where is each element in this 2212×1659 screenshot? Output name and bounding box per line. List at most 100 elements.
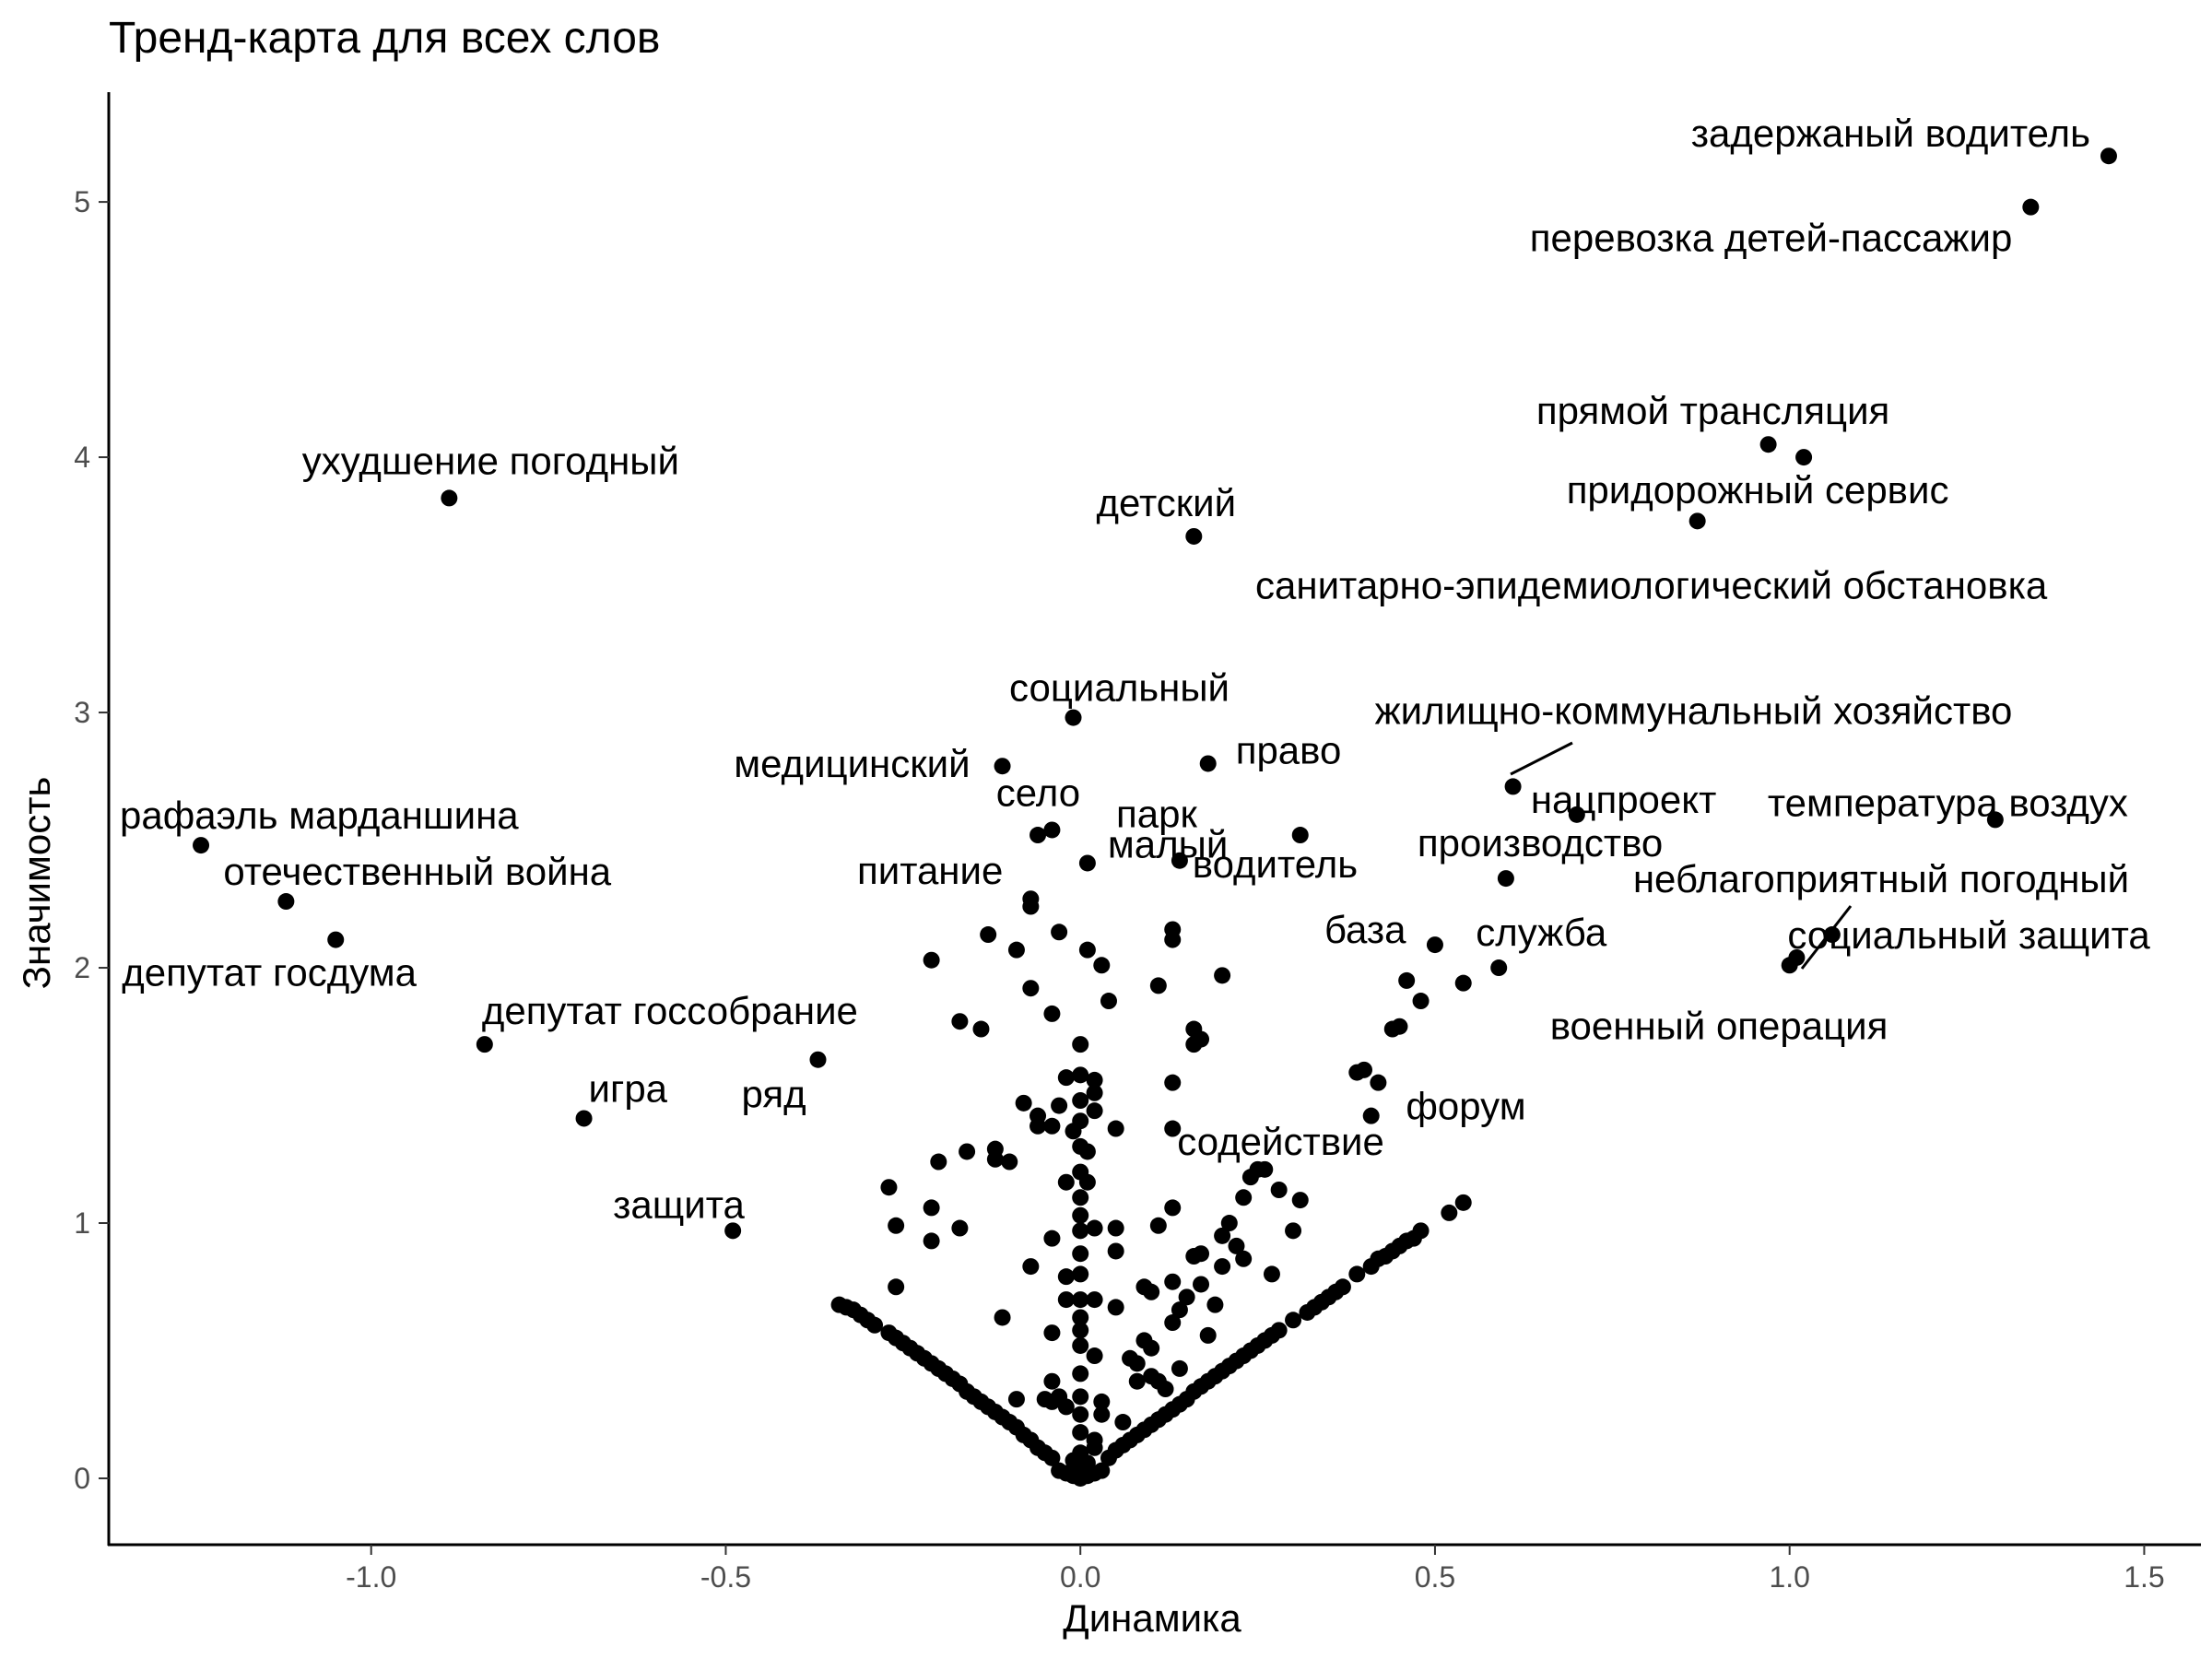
x-tick-label: 1.5 — [2124, 1560, 2164, 1594]
data-point — [1164, 1120, 1182, 1137]
data-point — [1291, 1192, 1309, 1209]
labeled-data-point — [1256, 1160, 1274, 1178]
data-point — [888, 1217, 905, 1234]
x-axis-label: Динамика — [1063, 1596, 1241, 1640]
data-point — [1093, 1393, 1111, 1410]
y-tick-label: 3 — [74, 696, 90, 729]
data-point — [1086, 1084, 1103, 1101]
data-point — [1072, 1291, 1089, 1309]
data-point — [1107, 1299, 1124, 1316]
data-point — [1072, 1388, 1089, 1406]
data-point — [1072, 1036, 1089, 1053]
point-label: перевозка детей-пассажир — [1530, 217, 2013, 260]
data-point — [1051, 1097, 1068, 1114]
point-label: нацпроект — [1531, 778, 1717, 821]
data-point — [1214, 1258, 1231, 1276]
data-point — [951, 1013, 969, 1030]
y-tick-label: 0 — [74, 1462, 90, 1495]
data-point — [1051, 924, 1068, 941]
data-point — [1107, 1219, 1124, 1237]
labeled-data-point — [1065, 709, 1082, 726]
data-point — [959, 1143, 976, 1160]
data-point — [986, 1150, 1004, 1168]
data-point — [1030, 827, 1047, 844]
labeled-data-point — [1759, 436, 1777, 453]
data-point — [972, 1020, 990, 1038]
data-point — [1164, 931, 1182, 948]
data-point — [1086, 1102, 1103, 1120]
point-label: санитарно-эпидемиологический обстановка — [1255, 563, 2048, 606]
labeled-data-point — [1185, 527, 1203, 545]
data-point — [1164, 1314, 1182, 1332]
point-label: право — [1236, 728, 1342, 771]
data-points — [193, 147, 2117, 1487]
data-point — [1043, 1230, 1061, 1247]
data-point — [1164, 1074, 1182, 1091]
data-point — [1093, 1462, 1111, 1479]
data-point — [1193, 1030, 1210, 1048]
labeled-data-point — [441, 489, 458, 507]
data-point — [1206, 1296, 1224, 1313]
data-point — [923, 951, 940, 969]
data-point — [1171, 1359, 1188, 1377]
data-point — [1072, 1309, 1089, 1326]
point-label: форум — [1406, 1085, 1525, 1128]
leader-line — [1510, 741, 1573, 776]
point-label: водитель — [1193, 842, 1358, 886]
data-point — [1235, 1189, 1253, 1206]
data-point — [1199, 1326, 1217, 1344]
data-point — [1285, 1312, 1302, 1329]
labeled-data-point — [1504, 778, 1522, 795]
labeled-data-point — [2100, 147, 2117, 165]
point-label: село — [996, 771, 1080, 814]
data-point — [1078, 1173, 1096, 1191]
data-point — [1007, 941, 1025, 959]
point-labels: задержаный водитель перевозка детей-пасса… — [120, 112, 2150, 1226]
data-point — [1072, 1322, 1089, 1339]
data-point — [1072, 1206, 1089, 1224]
point-label: детский — [1097, 481, 1237, 524]
labeled-data-point — [476, 1036, 493, 1053]
data-point — [1348, 1265, 1366, 1283]
data-point — [1143, 1339, 1160, 1357]
data-point — [1171, 1301, 1188, 1319]
point-label: питание — [857, 849, 1003, 892]
data-point — [1228, 1237, 1245, 1254]
point-label: ухудшение погодный — [302, 439, 679, 482]
data-point — [1057, 1291, 1075, 1309]
data-point — [1235, 1250, 1253, 1267]
data-point — [1057, 1173, 1075, 1191]
point-label: социальный защита — [1787, 913, 2150, 957]
labeled-data-point — [1781, 957, 1798, 974]
data-point — [1007, 1391, 1025, 1408]
chart-title: Тренд-карта для всех слов — [109, 14, 661, 63]
data-point — [1072, 1265, 1089, 1283]
data-point — [1065, 1123, 1082, 1140]
labeled-data-point — [1568, 806, 1585, 823]
point-label: социальный — [1009, 666, 1230, 710]
data-point — [1270, 1322, 1288, 1339]
data-point — [1086, 1291, 1103, 1309]
axes: -1.0 -0.5 0.0 0.5 1.0 1.5 0 1 2 3 4 5 — [74, 92, 2201, 1594]
data-point — [1086, 1219, 1103, 1237]
data-point — [1043, 1324, 1061, 1342]
labeled-data-point — [994, 758, 1011, 775]
point-label: рафаэль марданшина — [120, 794, 519, 837]
data-point — [994, 1309, 1011, 1326]
labeled-data-point — [1688, 512, 1706, 530]
data-point — [1001, 1153, 1018, 1171]
labeled-data-point — [1022, 890, 1040, 908]
data-point — [1093, 957, 1111, 974]
labeled-data-point — [1823, 926, 1841, 944]
point-label: неблагоприятный погодный — [1633, 857, 2129, 900]
data-point — [830, 1296, 848, 1313]
data-point — [930, 1153, 947, 1171]
data-point — [880, 1324, 898, 1342]
data-point — [1334, 1278, 1351, 1296]
data-point — [1143, 1368, 1160, 1385]
data-point — [1454, 1194, 1472, 1211]
data-point — [1043, 1372, 1061, 1390]
labeled-data-point — [1986, 811, 2004, 829]
data-point — [1164, 1199, 1182, 1217]
y-axis-label: Значимость — [15, 776, 58, 990]
